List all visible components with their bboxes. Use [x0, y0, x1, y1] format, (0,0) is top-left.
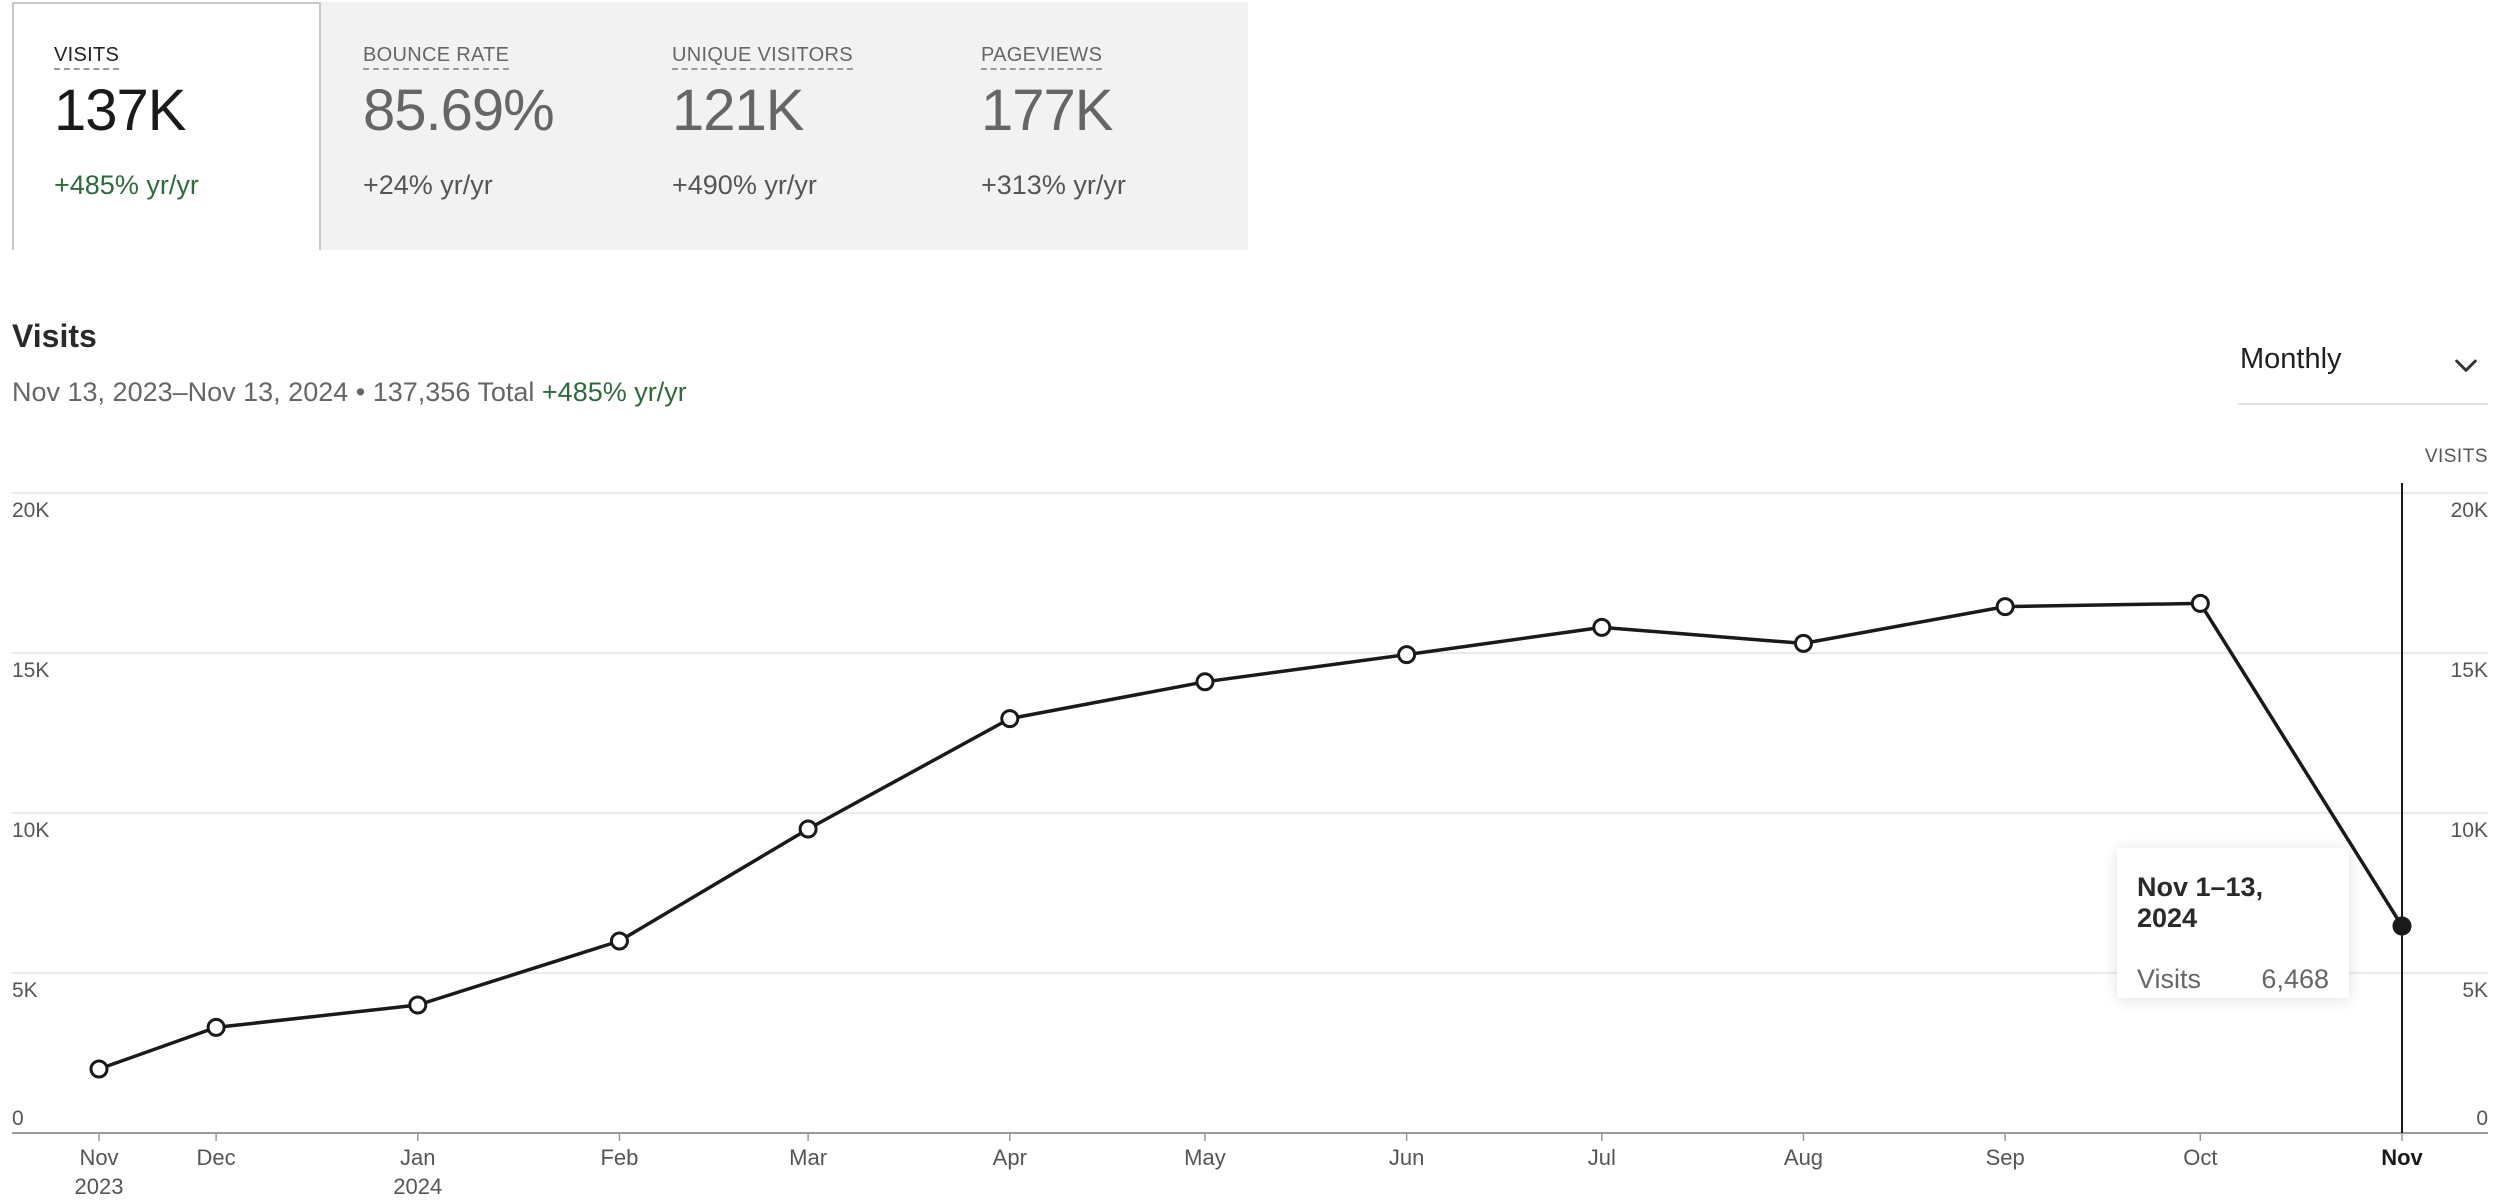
y-tick-label-left: 0 — [12, 1107, 24, 1130]
summary-line: Nov 13, 2023–Nov 13, 2024 • 137,356 Tota… — [12, 377, 687, 408]
data-point[interactable] — [1995, 597, 2015, 617]
x-tick-sublabel: 2024 — [393, 1174, 442, 1199]
metric-tab-bounce-rate[interactable]: BOUNCE RATE 85.69% +24% yr/yr — [321, 2, 630, 250]
data-point[interactable] — [89, 1059, 109, 1079]
x-tick-label: Jan — [400, 1145, 435, 1170]
y-tick-label-left: 5K — [12, 979, 38, 1002]
x-tick-label: Nov — [79, 1145, 118, 1170]
metric-tabs: VISITS 137K +485% yr/yr BOUNCE RATE 85.6… — [12, 2, 1251, 250]
metric-tab-unique-visitors[interactable]: UNIQUE VISITORS 121K +490% yr/yr — [630, 2, 939, 250]
metric-change: +485% yr/yr — [54, 170, 199, 200]
y-tick-label-right: 0 — [2476, 1107, 2488, 1130]
metric-label[interactable]: BOUNCE RATE — [363, 44, 510, 70]
tooltip-row: Visits 6,468 — [2137, 964, 2329, 995]
chart-tooltip: Nov 1–13, 2024 Visits 6,468 — [2117, 848, 2349, 998]
metric-label[interactable]: VISITS — [54, 44, 120, 70]
period-select-value: Monthly — [2240, 343, 2342, 375]
x-tick-label: May — [1184, 1145, 1226, 1170]
x-tick-label: Nov — [2381, 1145, 2423, 1170]
chevron-down-icon — [2455, 359, 2477, 372]
data-point[interactable] — [408, 995, 428, 1015]
x-tick-label: Jul — [1588, 1145, 1616, 1170]
metric-change: +490% yr/yr — [672, 170, 817, 200]
x-tick-label: Jun — [1389, 1145, 1424, 1170]
tooltip-value: 6,468 — [2261, 964, 2329, 994]
y-tick-label-left: 20K — [12, 499, 49, 522]
metric-label[interactable]: PAGEVIEWS — [981, 44, 1103, 70]
x-tick-sublabel: 2023 — [75, 1174, 124, 1199]
tooltip-metric: Visits — [2137, 964, 2202, 994]
data-point[interactable] — [609, 931, 629, 951]
x-tick-label: Oct — [2183, 1145, 2217, 1170]
data-point[interactable] — [1000, 709, 1020, 729]
y-axis-title: VISITS — [2424, 446, 2488, 467]
metric-value: 85.69% — [363, 78, 555, 143]
data-point[interactable] — [1592, 617, 1612, 637]
y-tick-label-right: 15K — [2451, 659, 2488, 682]
x-tick-label: Apr — [993, 1145, 1027, 1170]
x-tick-label: Mar — [789, 1145, 827, 1170]
data-point[interactable] — [1793, 633, 1813, 653]
data-point[interactable] — [1195, 672, 1215, 692]
x-tick-label: Sep — [1986, 1145, 2025, 1170]
metric-label[interactable]: UNIQUE VISITORS — [672, 44, 853, 70]
section-title: Visits — [12, 318, 97, 354]
separator: • — [355, 377, 366, 407]
y-tick-label-left: 15K — [12, 659, 49, 682]
data-point-selected[interactable] — [2392, 916, 2412, 936]
series-line — [98, 601, 2404, 1071]
x-tick-label: Aug — [1784, 1145, 1823, 1170]
metric-value: 121K — [672, 78, 804, 143]
metric-change: +313% yr/yr — [981, 170, 1126, 200]
data-point[interactable] — [2190, 593, 2210, 613]
y-tick-label-right: 10K — [2451, 819, 2488, 842]
metric-tab-pageviews[interactable]: PAGEVIEWS 177K +313% yr/yr — [939, 2, 1248, 250]
total-change: +485% yr/yr — [541, 377, 687, 407]
data-point[interactable] — [798, 819, 818, 839]
y-tick-label-right: 20K — [2451, 499, 2488, 522]
x-tick-label: Feb — [600, 1145, 638, 1170]
visits-line-chart: 0 0 5K 5K 10K 10K 15K 15K 20K 20K Nov 2023 Dec Jan 20… — [12, 483, 2488, 1199]
date-range: Nov 13, 2023–Nov 13, 2024 — [12, 377, 349, 407]
metric-value: 137K — [54, 78, 186, 143]
y-tick-label-right: 5K — [2462, 979, 2488, 1002]
total-visits: 137,356 Total — [372, 377, 535, 407]
metric-change: +24% yr/yr — [363, 170, 493, 200]
metric-tab-visits[interactable]: VISITS 137K +485% yr/yr — [12, 2, 321, 250]
data-point[interactable] — [1397, 645, 1417, 665]
data-point[interactable] — [206, 1017, 226, 1037]
x-tick-label: Dec — [197, 1145, 236, 1170]
y-tick-label-left: 10K — [12, 819, 49, 842]
tooltip-title: Nov 1–13, 2024 — [2137, 872, 2264, 933]
period-select[interactable]: Monthly — [2238, 333, 2488, 405]
metric-value: 177K — [981, 78, 1113, 143]
